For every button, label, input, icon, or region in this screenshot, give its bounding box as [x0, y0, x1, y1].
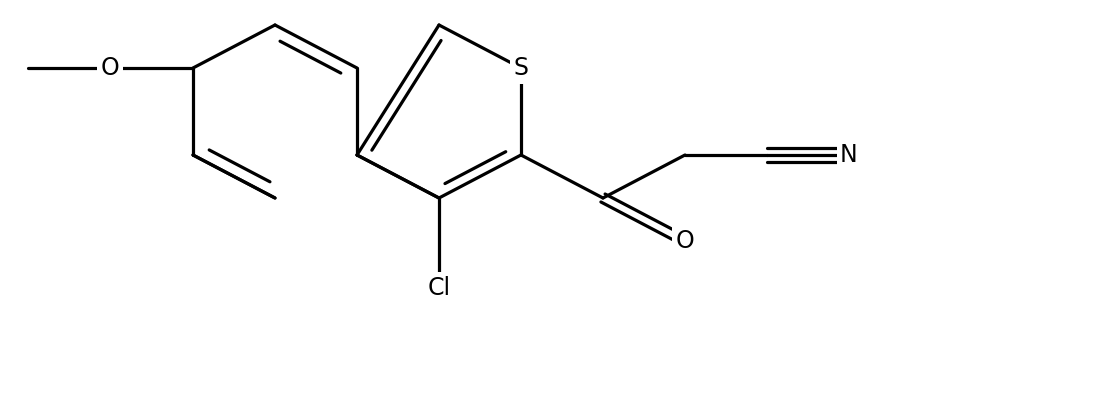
Text: O: O	[101, 56, 119, 80]
Text: Cl: Cl	[427, 276, 450, 300]
Text: S: S	[514, 56, 528, 80]
Text: O: O	[675, 229, 695, 253]
Text: N: N	[841, 143, 858, 167]
